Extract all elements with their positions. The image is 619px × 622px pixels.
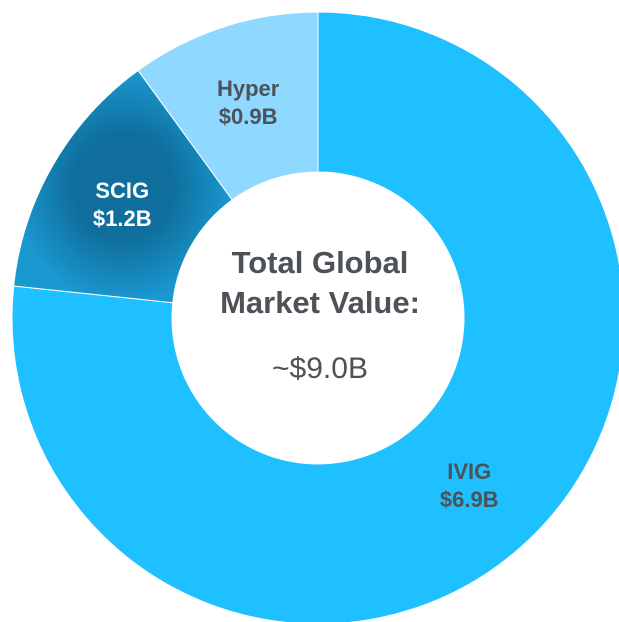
slice [13, 69, 233, 304]
slice [137, 11, 319, 201]
slice [11, 11, 619, 622]
labels: IVIG $6.9B SCIG $1.2B Hyper $0.9B [93, 76, 499, 512]
center-value: ~$9.0B [272, 352, 368, 385]
slice-value: $6.9B [440, 487, 499, 512]
slice-label: IVIG [447, 459, 491, 484]
slice-value: $0.9B [219, 104, 278, 129]
slice-label: Hyper [217, 76, 280, 101]
slices [11, 11, 619, 622]
center-title: Total Global [232, 245, 409, 280]
center-title: Market Value: [220, 285, 420, 320]
slice-value: $1.2B [93, 206, 152, 231]
slice-label: SCIG [95, 178, 149, 203]
